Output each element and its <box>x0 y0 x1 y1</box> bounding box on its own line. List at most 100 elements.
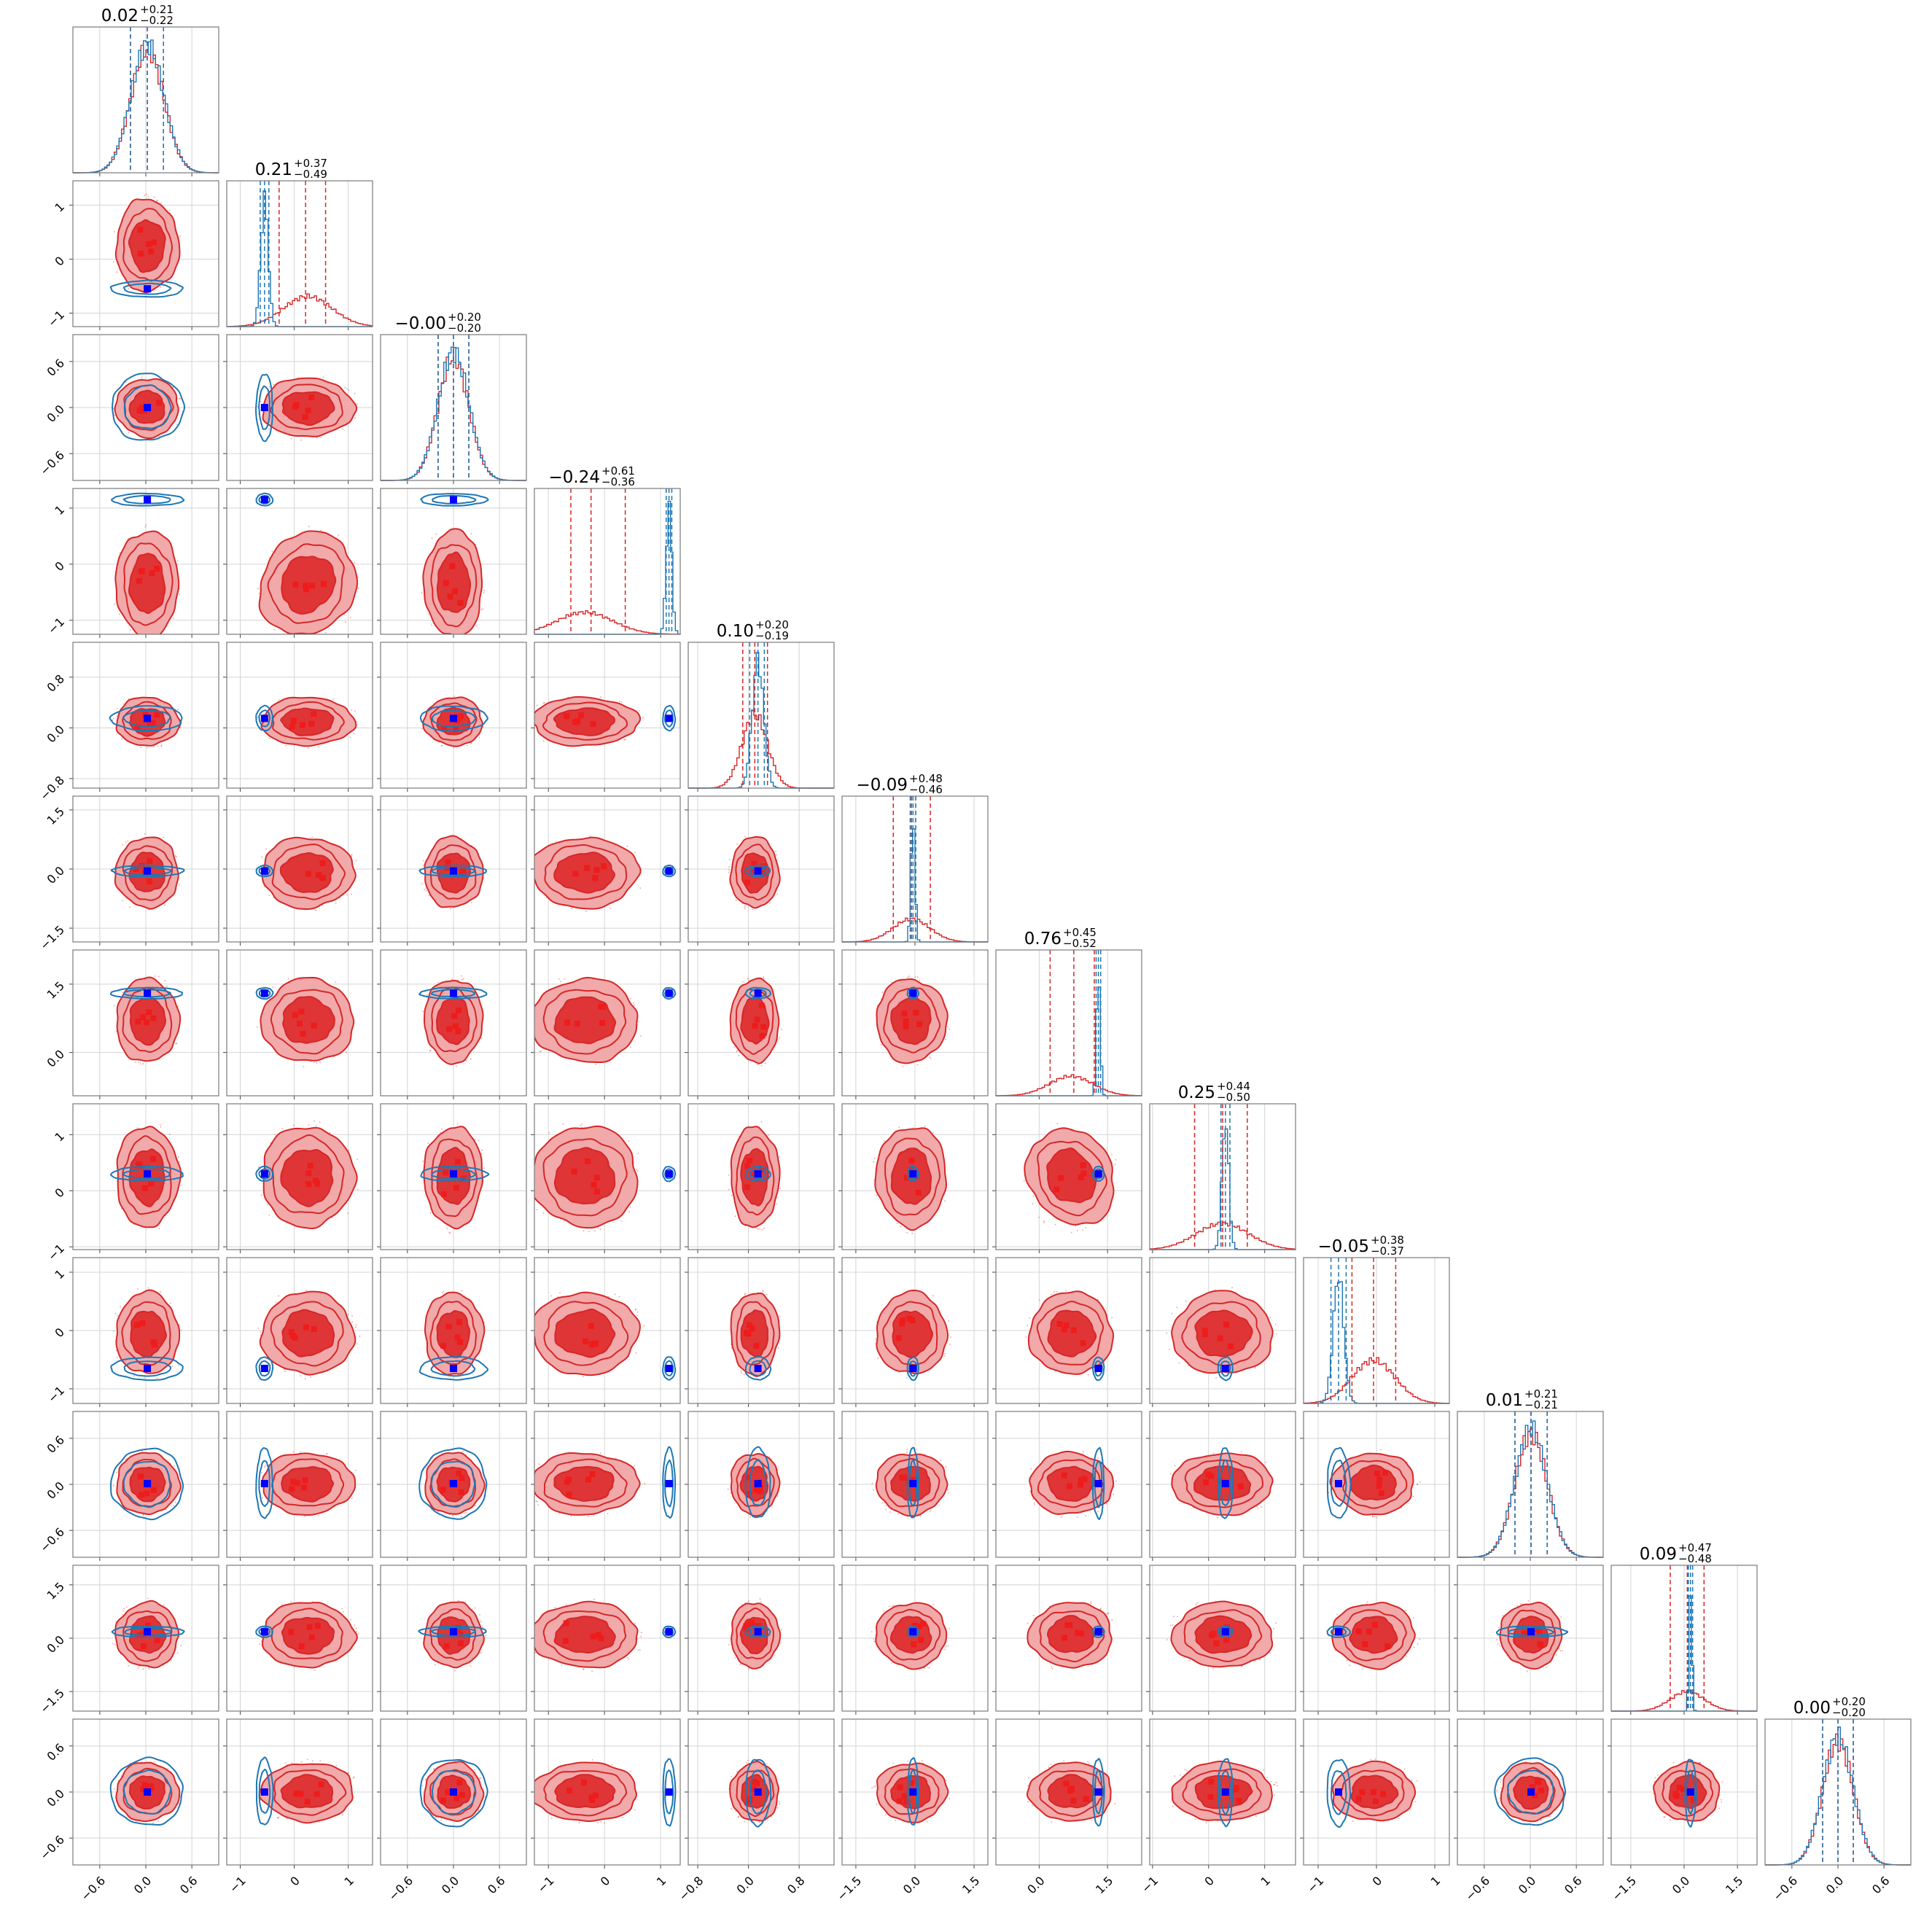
contour-b-outer <box>1091 1446 1105 1521</box>
sample-point <box>285 745 287 747</box>
title-plus: +0.20 <box>755 618 789 631</box>
sample-point <box>141 1761 143 1763</box>
sample-point <box>1405 1610 1407 1612</box>
truth-marker <box>909 1479 917 1487</box>
sample-point <box>125 841 127 844</box>
sample-point <box>180 1329 182 1331</box>
sample-point <box>354 392 356 394</box>
density-cell <box>443 1169 449 1176</box>
histogram-panel-11 <box>1610 1565 1758 1715</box>
sample-point <box>735 899 737 901</box>
density-cell <box>154 566 160 572</box>
density-cell <box>297 1021 303 1027</box>
sample-point <box>465 1059 467 1062</box>
sample-point <box>319 1760 322 1762</box>
sample-point <box>172 386 174 389</box>
sample-point <box>1032 1203 1034 1205</box>
panel-frame <box>72 488 219 635</box>
sample-point <box>1259 1659 1261 1661</box>
contour-a-mid <box>429 702 478 741</box>
sample-point <box>1654 1777 1656 1779</box>
contour-b-outer <box>418 1356 489 1381</box>
contour-a-inner <box>740 1309 769 1358</box>
sample-point <box>271 550 273 553</box>
sample-point <box>1048 1767 1050 1769</box>
sample-point <box>1274 1794 1276 1796</box>
contour-b-outer <box>662 864 677 878</box>
truth-marker <box>1335 1479 1342 1487</box>
title-median: 0.76 <box>1024 930 1062 949</box>
sample-point <box>356 1343 358 1344</box>
x-tick-label: 1.5 <box>1723 1874 1745 1896</box>
sample-point <box>1231 1287 1233 1289</box>
panel-frame <box>380 1718 527 1866</box>
sample-point <box>435 533 437 535</box>
sample-point <box>122 1614 124 1616</box>
density-cell <box>590 1633 596 1640</box>
sample-point <box>127 840 129 842</box>
sample-point <box>1056 1123 1059 1125</box>
contour-a-mid <box>271 844 346 900</box>
contour-a-mid <box>735 1136 775 1216</box>
sample-point <box>180 1645 182 1647</box>
density-cell <box>314 1623 321 1629</box>
sample-point <box>945 1039 946 1040</box>
density-cell <box>599 1020 606 1026</box>
sample-point <box>425 889 427 892</box>
panel-contents <box>255 1756 355 1826</box>
sample-point <box>530 855 531 857</box>
scatter-panel-12-10: −0.6 0.0 0.6 <box>1454 1718 1604 1904</box>
sample-point <box>116 708 118 709</box>
sample-point <box>153 746 155 748</box>
sample-point <box>1370 1758 1371 1761</box>
y-tick-label: −1 <box>45 615 67 636</box>
density-cell <box>141 1185 148 1191</box>
panel-frame <box>688 949 835 1097</box>
panel-contents <box>1326 1446 1421 1519</box>
scatter-panel-12-1: −0.6 0.0 0.6−0.60.00.6 <box>37 1718 219 1904</box>
truth-marker <box>1335 1788 1342 1796</box>
sample-point <box>319 1062 321 1064</box>
contour-b-outer <box>418 1625 487 1638</box>
contour-a-inner <box>281 1309 335 1358</box>
density-cell <box>911 1622 918 1629</box>
contour-b-outer <box>255 1625 273 1638</box>
sample-point <box>470 1058 472 1060</box>
contour-b-outer <box>744 865 771 878</box>
density-cell <box>305 1181 312 1188</box>
sample-point <box>755 1227 757 1229</box>
sample-point <box>534 1652 537 1654</box>
sample-point <box>177 1652 179 1654</box>
sample-point <box>147 638 149 639</box>
truth-marker <box>1221 1628 1229 1636</box>
sample-point <box>434 1664 436 1666</box>
density-cell <box>145 1622 152 1629</box>
truth-marker <box>1094 1788 1102 1796</box>
panel-contents <box>418 835 487 910</box>
sample-point <box>166 985 168 987</box>
histogram-posterior-a <box>226 293 373 327</box>
contour-a-mid <box>736 1607 774 1659</box>
contour-b-inner <box>431 1168 477 1180</box>
density-cell <box>1063 1322 1070 1328</box>
density-cell <box>137 227 144 233</box>
truth-marker <box>260 1788 268 1796</box>
density-cell <box>1533 1626 1540 1632</box>
sample-point <box>461 975 462 977</box>
sample-point <box>898 1126 900 1129</box>
sample-point <box>736 1051 738 1053</box>
truth-marker <box>665 989 673 997</box>
density-cell <box>1202 1331 1208 1337</box>
contour-b-inner <box>431 1627 476 1637</box>
density-cell <box>305 408 311 413</box>
sample-point <box>531 1482 533 1484</box>
sample-point <box>479 1777 480 1779</box>
sample-point <box>531 864 533 865</box>
density-cell <box>566 1491 572 1497</box>
sample-point <box>1171 1312 1173 1314</box>
panel-contents <box>111 1597 185 1670</box>
density-cell <box>1070 1327 1077 1333</box>
sample-point <box>594 1230 596 1232</box>
density-cell <box>440 1487 446 1493</box>
